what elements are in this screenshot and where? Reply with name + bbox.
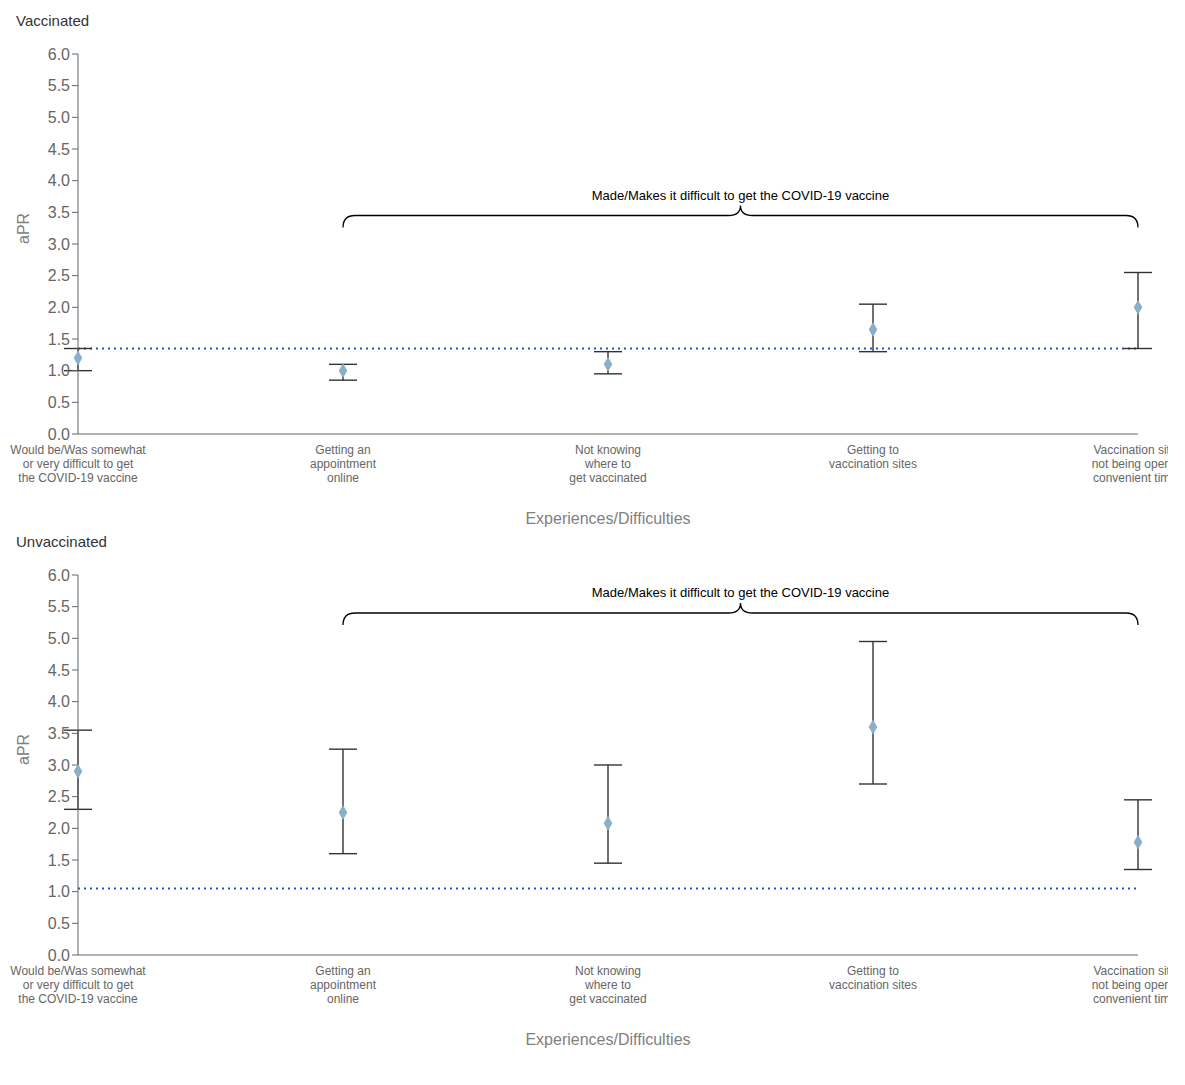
svg-text:2.5: 2.5 bbox=[48, 788, 70, 805]
svg-text:1.0: 1.0 bbox=[48, 883, 70, 900]
svg-text:Getting tovaccination sites: Getting tovaccination sites bbox=[829, 443, 917, 471]
svg-text:0.5: 0.5 bbox=[48, 915, 70, 932]
svg-text:3.5: 3.5 bbox=[48, 204, 70, 221]
svg-text:Made/Makes it difficult to get: Made/Makes it difficult to get the COVID… bbox=[592, 585, 889, 600]
svg-text:5.0: 5.0 bbox=[48, 109, 70, 126]
svg-text:5.0: 5.0 bbox=[48, 630, 70, 647]
svg-text:aPR: aPR bbox=[15, 734, 32, 765]
svg-text:Experiences/Difficulties: Experiences/Difficulties bbox=[525, 510, 690, 527]
svg-text:Would be/Was somewhator very d: Would be/Was somewhator very difficult t… bbox=[10, 443, 146, 485]
svg-text:3.5: 3.5 bbox=[48, 725, 70, 742]
html-text:Vaccinated: Vaccinated bbox=[16, 12, 90, 29]
svg-text:0.0: 0.0 bbox=[48, 947, 70, 964]
svg-text:5.5: 5.5 bbox=[48, 77, 70, 94]
svg-text:1.0: 1.0 bbox=[48, 362, 70, 379]
svg-text:Vaccination sitesnot being ope: Vaccination sitesnot being open atconven… bbox=[1092, 964, 1168, 1006]
svg-text:4.0: 4.0 bbox=[48, 172, 70, 189]
svg-text:Vaccination sitesnot being ope: Vaccination sitesnot being open atconven… bbox=[1092, 443, 1168, 485]
svg-text:0.0: 0.0 bbox=[48, 426, 70, 443]
svg-text:4.5: 4.5 bbox=[48, 662, 70, 679]
svg-text:1.5: 1.5 bbox=[48, 331, 70, 348]
svg-text:0.5: 0.5 bbox=[48, 394, 70, 411]
svg-text:4.5: 4.5 bbox=[48, 141, 70, 158]
svg-text:Getting anappointmentonline: Getting anappointmentonline bbox=[310, 964, 377, 1006]
svg-text:Would be/Was somewhator very d: Would be/Was somewhator very difficult t… bbox=[10, 964, 146, 1006]
svg-text:1.5: 1.5 bbox=[48, 852, 70, 869]
svg-text:Getting tovaccination sites: Getting tovaccination sites bbox=[829, 964, 917, 992]
svg-text:3.0: 3.0 bbox=[48, 236, 70, 253]
svg-text:Getting anappointmentonline: Getting anappointmentonline bbox=[310, 443, 377, 485]
svg-text:6.0: 6.0 bbox=[48, 567, 70, 584]
svg-text:4.0: 4.0 bbox=[48, 693, 70, 710]
svg-text:2.0: 2.0 bbox=[48, 299, 70, 316]
svg-text:5.5: 5.5 bbox=[48, 598, 70, 615]
html-text:Unvaccinated: Unvaccinated bbox=[16, 533, 107, 550]
svg-text:Not knowingwhere toget vaccina: Not knowingwhere toget vaccinated bbox=[569, 443, 646, 485]
svg-text:Experiences/Difficulties: Experiences/Difficulties bbox=[525, 1031, 690, 1048]
svg-text:aPR: aPR bbox=[15, 213, 32, 244]
svg-text:Not knowingwhere toget vaccina: Not knowingwhere toget vaccinated bbox=[569, 964, 646, 1006]
svg-text:2.0: 2.0 bbox=[48, 820, 70, 837]
svg-text:6.0: 6.0 bbox=[48, 46, 70, 63]
svg-text:3.0: 3.0 bbox=[48, 757, 70, 774]
svg-text:2.5: 2.5 bbox=[48, 267, 70, 284]
svg-text:Made/Makes it difficult to get: Made/Makes it difficult to get the COVID… bbox=[592, 188, 889, 203]
